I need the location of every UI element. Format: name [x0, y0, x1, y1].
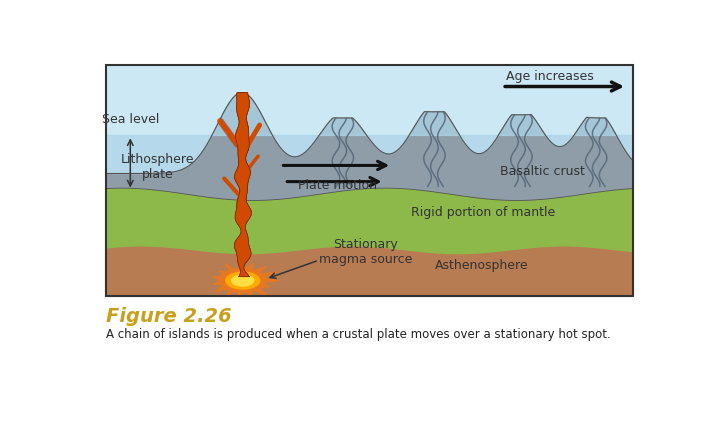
- Text: Lithosphere
plate: Lithosphere plate: [121, 153, 194, 181]
- Bar: [106, 65, 633, 296]
- Ellipse shape: [232, 275, 253, 286]
- Polygon shape: [106, 188, 633, 254]
- Polygon shape: [250, 285, 269, 296]
- Polygon shape: [237, 289, 245, 297]
- Polygon shape: [244, 263, 253, 272]
- Polygon shape: [235, 93, 251, 277]
- Polygon shape: [106, 246, 633, 296]
- Polygon shape: [235, 93, 251, 277]
- Text: A chain of islands is produced when a crustal plate moves over a stationary hot : A chain of islands is produced when a cr…: [106, 328, 611, 341]
- Text: Rigid portion of mantle: Rigid portion of mantle: [411, 206, 556, 219]
- Text: Basaltic crust: Basaltic crust: [500, 165, 585, 178]
- Polygon shape: [213, 276, 226, 281]
- Ellipse shape: [219, 269, 266, 292]
- Polygon shape: [106, 93, 633, 174]
- Ellipse shape: [226, 272, 260, 289]
- Polygon shape: [258, 278, 280, 283]
- Polygon shape: [220, 271, 232, 277]
- Polygon shape: [244, 288, 251, 295]
- Polygon shape: [225, 263, 238, 275]
- Polygon shape: [228, 287, 238, 295]
- Bar: [106, 65, 633, 296]
- Text: Figure 2.26: Figure 2.26: [106, 307, 231, 327]
- Polygon shape: [256, 272, 277, 279]
- Polygon shape: [213, 280, 228, 285]
- Text: Asthenosphere: Asthenosphere: [434, 259, 528, 272]
- Polygon shape: [237, 265, 245, 272]
- Polygon shape: [215, 284, 231, 291]
- Polygon shape: [106, 93, 633, 200]
- Text: Plate motion: Plate motion: [298, 178, 377, 192]
- Polygon shape: [251, 267, 266, 275]
- Polygon shape: [258, 282, 269, 287]
- Text: Age increases: Age increases: [506, 70, 594, 83]
- Text: Stationary
magma source: Stationary magma source: [319, 238, 413, 266]
- Text: Sea level: Sea level: [102, 113, 159, 126]
